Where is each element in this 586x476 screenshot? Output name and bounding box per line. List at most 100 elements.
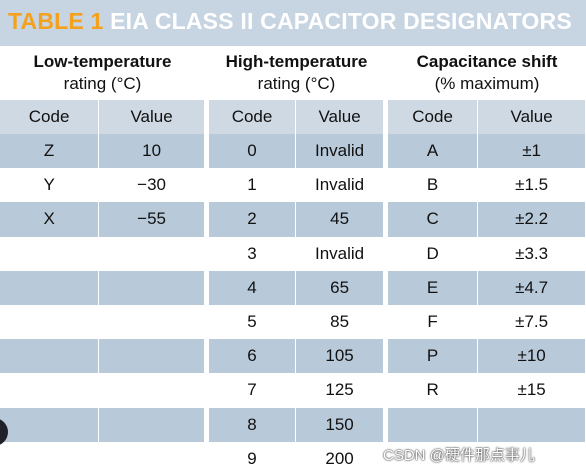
edge-handle xyxy=(0,418,8,446)
watermark: CSDN @硬件那点事儿 xyxy=(383,447,535,464)
cell-low-value xyxy=(98,407,205,442)
cell-high-code: 0 xyxy=(208,134,297,169)
cell-high-code: 1 xyxy=(208,168,297,203)
group-high-line1: High-temperature xyxy=(225,52,368,71)
cell-high-value: 150 xyxy=(295,407,384,442)
table-row: Y −30 1 Invalid B ±1.5 xyxy=(0,168,586,203)
cell-cap-value: ±4.7 xyxy=(477,270,586,305)
cell-low-value xyxy=(98,304,205,340)
col-header-high-value: Value xyxy=(295,100,384,134)
cell-low-code xyxy=(0,270,100,305)
cell-high-value: 105 xyxy=(295,339,384,374)
cell-cap-code: R xyxy=(387,373,479,408)
cell-low-code: Y xyxy=(0,168,100,203)
cell-high-value: 125 xyxy=(295,373,384,408)
cell-cap-value: ±1.5 xyxy=(477,168,586,203)
group-header-low-temperature: Low-temperature rating (°C) xyxy=(0,46,205,100)
cell-cap-code xyxy=(387,441,479,476)
group-high-line2: rating (°C) xyxy=(257,74,336,93)
cell-cap-value: ±1 xyxy=(477,134,586,169)
cell-cap-code: D xyxy=(387,236,479,271)
cell-high-value: 45 xyxy=(295,202,384,237)
group-divider xyxy=(383,202,388,237)
cell-low-code: Z xyxy=(0,134,100,169)
col-header-low-value: Value xyxy=(98,100,205,134)
cell-cap-value: ±3.3 xyxy=(477,236,586,271)
cell-high-code: 7 xyxy=(208,373,297,408)
cell-cap-code: F xyxy=(387,304,479,340)
group-divider xyxy=(383,134,388,169)
col-header-cap-value: Value xyxy=(477,100,586,134)
cell-cap-code xyxy=(387,407,479,442)
cell-high-value: Invalid xyxy=(295,134,384,169)
cell-low-value xyxy=(98,373,205,408)
table-row: 3 Invalid D ±3.3 xyxy=(0,236,586,271)
col-header-low-code: Code xyxy=(0,100,100,134)
group-cap-line2: (% maximum) xyxy=(434,74,540,93)
cell-low-value: −55 xyxy=(98,202,205,237)
cell-low-value xyxy=(98,441,205,476)
table-row: Z 10 0 Invalid A ±1 xyxy=(0,134,586,169)
cell-high-code: 6 xyxy=(208,339,297,374)
table-row: 6 105 P ±10 xyxy=(0,339,586,374)
cell-high-code: 4 xyxy=(208,270,297,305)
group-divider xyxy=(383,373,388,408)
cell-cap-code: B xyxy=(387,168,479,203)
cell-high-value: Invalid xyxy=(295,236,384,271)
cell-cap-code: E xyxy=(387,270,479,305)
group-divider xyxy=(383,270,388,305)
group-divider xyxy=(204,168,209,203)
cell-high-code: 2 xyxy=(208,202,297,237)
cell-low-code: X xyxy=(0,202,100,237)
cell-cap-value: ±2.2 xyxy=(477,202,586,237)
cell-low-value: 10 xyxy=(98,134,205,169)
group-divider xyxy=(383,168,388,203)
cell-high-value: Invalid xyxy=(295,168,384,203)
group-divider xyxy=(204,339,209,374)
group-low-line1: Low-temperature xyxy=(33,52,172,71)
cell-low-code xyxy=(0,339,100,374)
group-cap-line1: Capacitance shift xyxy=(416,52,558,71)
cell-high-value: 65 xyxy=(295,270,384,305)
subheader-row: Code Value Code Value Code Value xyxy=(0,100,586,134)
table-row: 7 125 R ±15 xyxy=(0,373,586,408)
cell-high-value: 200 xyxy=(295,441,384,476)
table-name: EIA CLASS II CAPACITOR DESIGNATORS xyxy=(110,8,572,34)
group-header-capacitance-shift: Capacitance shift (% maximum) xyxy=(388,46,586,100)
cell-low-code xyxy=(0,304,100,340)
group-divider xyxy=(204,304,209,340)
group-divider xyxy=(383,339,388,374)
cell-cap-value xyxy=(477,407,586,442)
cell-low-value xyxy=(98,339,205,374)
col-header-high-code: Code xyxy=(208,100,297,134)
title-bar: TABLE 1 EIA CLASS II CAPACITOR DESIGNATO… xyxy=(0,0,586,46)
table-row: X −55 2 45 C ±2.2 xyxy=(0,202,586,237)
group-divider xyxy=(204,236,209,271)
table-row: 8 150 xyxy=(0,407,586,442)
group-divider xyxy=(383,304,388,340)
group-divider xyxy=(383,100,388,134)
group-divider xyxy=(204,270,209,305)
group-divider xyxy=(204,100,209,134)
cell-high-code: 9 xyxy=(208,441,297,476)
cell-cap-code: P xyxy=(387,339,479,374)
cell-low-code xyxy=(0,441,100,476)
group-divider xyxy=(204,134,209,169)
cell-high-code: 8 xyxy=(208,407,297,442)
cell-low-value: −30 xyxy=(98,168,205,203)
table-title: TABLE 1 EIA CLASS II CAPACITOR DESIGNATO… xyxy=(8,8,572,35)
cell-cap-code: A xyxy=(387,134,479,169)
cell-low-code xyxy=(0,407,100,442)
group-divider xyxy=(204,373,209,408)
cell-cap-value: ±10 xyxy=(477,339,586,374)
cell-cap-value: ±15 xyxy=(477,373,586,408)
cell-low-code xyxy=(0,236,100,271)
cell-cap-code: C xyxy=(387,202,479,237)
table-row: 5 85 F ±7.5 xyxy=(0,304,586,340)
group-divider xyxy=(383,441,388,476)
cell-cap-value: ±7.5 xyxy=(477,304,586,340)
group-header-high-temperature: High-temperature rating (°C) xyxy=(209,46,384,100)
cell-low-code xyxy=(0,373,100,408)
table-row: 9 200 xyxy=(0,441,586,476)
designator-table: Code Value Code Value Code Value Z 10 0 Inv… xyxy=(0,100,586,476)
